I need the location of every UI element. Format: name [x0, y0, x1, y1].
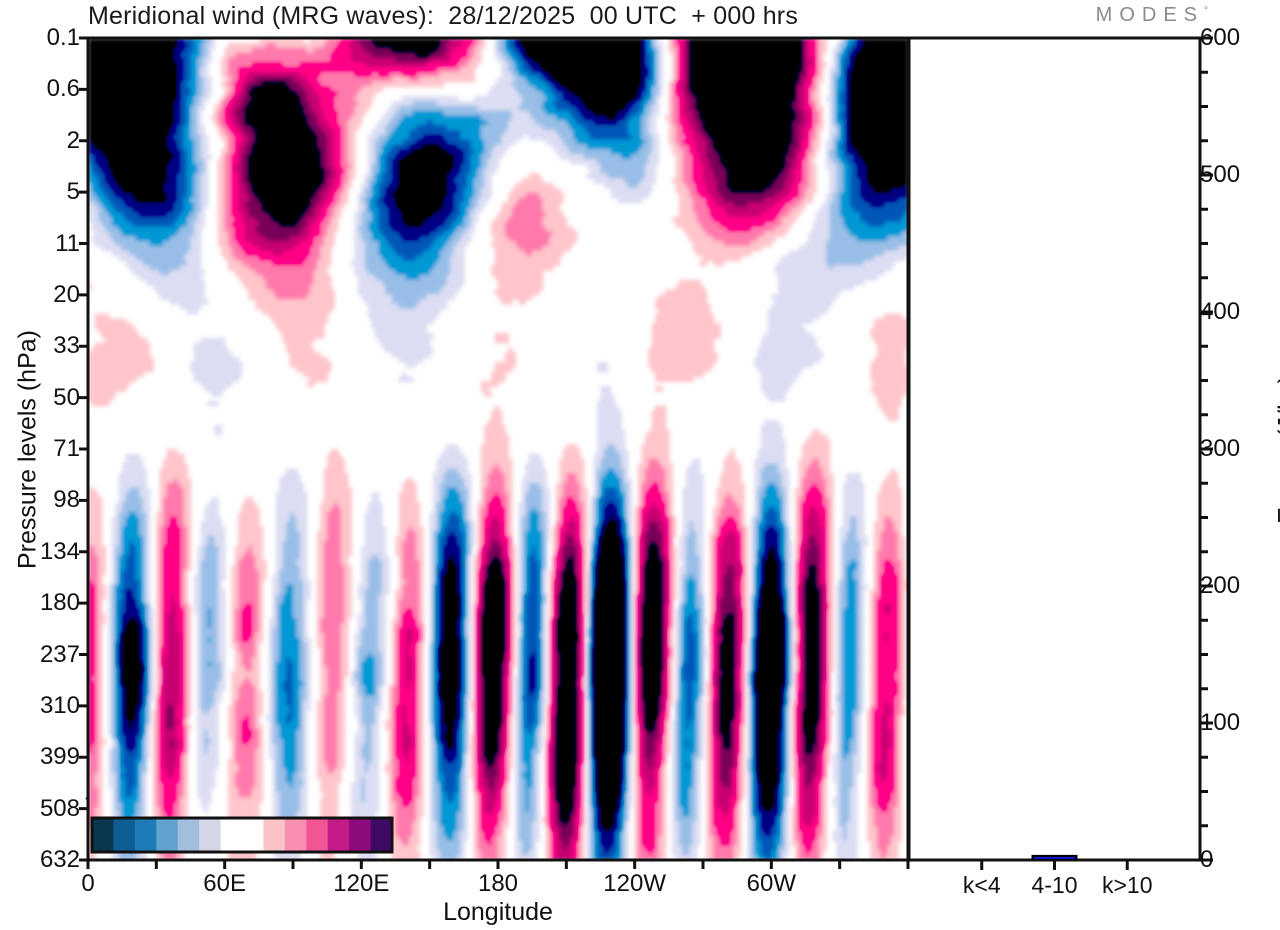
- energy-bar: [1033, 856, 1077, 860]
- colorbar: [92, 818, 393, 852]
- figure-root: Meridional wind (MRG waves): 28/12/2025 …: [0, 0, 1280, 930]
- contour-plot: [0, 0, 1280, 930]
- energy-bars: [1033, 856, 1077, 860]
